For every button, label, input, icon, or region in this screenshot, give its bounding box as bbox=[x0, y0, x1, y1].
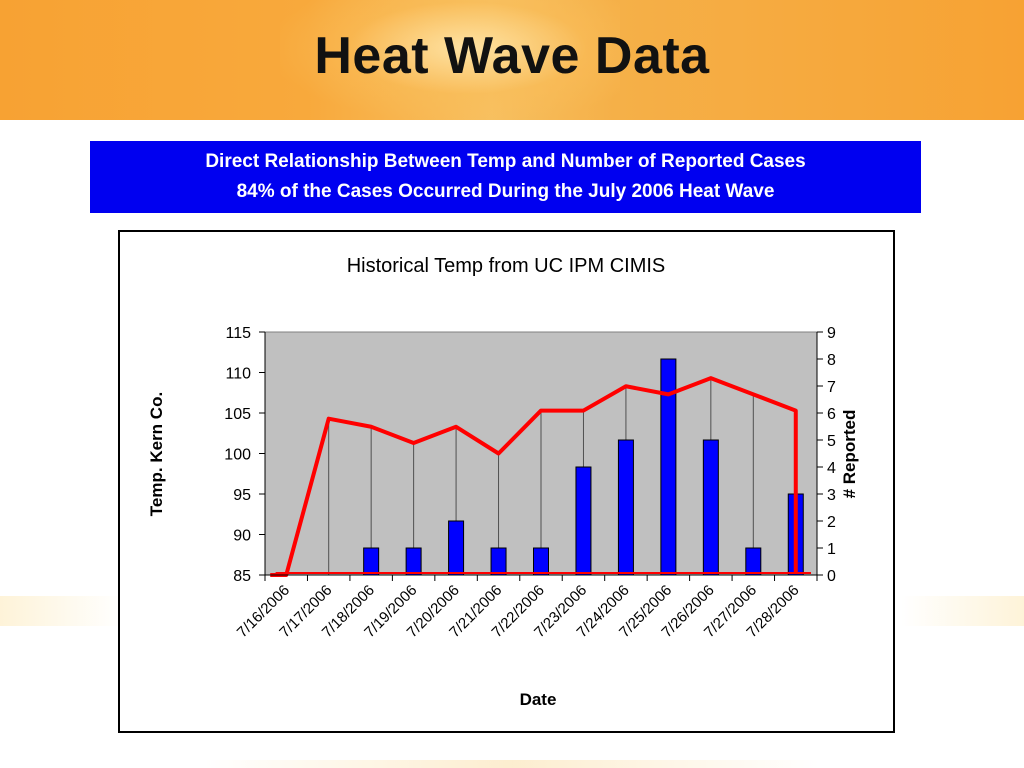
y2-tick-label: 2 bbox=[827, 514, 836, 531]
y-tick-label: 115 bbox=[225, 325, 251, 342]
bar bbox=[745, 547, 762, 576]
chart-title: Historical Temp from UC IPM CIMIS bbox=[347, 255, 666, 277]
bar bbox=[575, 466, 592, 576]
y-axis-label: Temp. Kern Co. bbox=[147, 392, 166, 516]
header-band bbox=[0, 0, 1024, 120]
y-tick-label: 110 bbox=[225, 366, 251, 383]
y2-axis-label: # Reported bbox=[840, 410, 859, 499]
bar bbox=[617, 439, 634, 576]
bar-series bbox=[275, 358, 811, 576]
subtitle-line-1: Direct Relationship Between Temp and Num… bbox=[205, 151, 806, 172]
y2-tick-label: 7 bbox=[827, 379, 836, 396]
y-tick-label: 100 bbox=[224, 447, 251, 464]
chart: Historical Temp from UC IPM CIMIS 115110… bbox=[147, 255, 859, 709]
bar bbox=[533, 547, 549, 576]
y2-tick-label: 0 bbox=[827, 568, 836, 585]
y-tick-label: 95 bbox=[233, 487, 251, 504]
temperature-line bbox=[270, 376, 798, 577]
y2-tick-label: 6 bbox=[827, 406, 836, 423]
y2-tick-label: 1 bbox=[827, 541, 836, 558]
y2-tick-label: 4 bbox=[827, 460, 836, 477]
bar bbox=[363, 547, 380, 576]
y2-tick-label: 3 bbox=[827, 487, 836, 504]
slide-title: Heat Wave Data bbox=[314, 27, 710, 85]
x-axis-label: Date bbox=[520, 690, 557, 709]
bar bbox=[490, 547, 507, 576]
subtitle-line-2: 84% of the Cases Occurred During the Jul… bbox=[236, 181, 775, 202]
y2-tick-label: 8 bbox=[827, 352, 836, 369]
y2-tick-label: 9 bbox=[827, 325, 836, 342]
left-axis-ticks: 115 110 105 100 95 90 85 bbox=[224, 325, 265, 585]
x-axis-ticks: 7/16/20067/17/20067/18/20067/19/20067/20… bbox=[234, 575, 818, 641]
y-tick-label: 90 bbox=[233, 528, 251, 545]
chart-frame: Historical Temp from UC IPM CIMIS 115 110… bbox=[118, 230, 895, 733]
bar bbox=[702, 439, 719, 576]
flame-graphic bbox=[280, 0, 620, 120]
bar bbox=[448, 520, 465, 576]
subtitle-box: Direct Relationship Between Temp and Num… bbox=[90, 141, 921, 213]
y2-tick-label: 5 bbox=[827, 433, 836, 450]
right-axis-ticks: 9 8 7 6 5 4 3 2 1 0 bbox=[817, 325, 836, 585]
y-tick-label: 105 bbox=[224, 406, 251, 423]
y-tick-label: 85 bbox=[233, 568, 251, 585]
bar bbox=[405, 547, 422, 576]
bottom-decoration bbox=[0, 760, 1024, 768]
